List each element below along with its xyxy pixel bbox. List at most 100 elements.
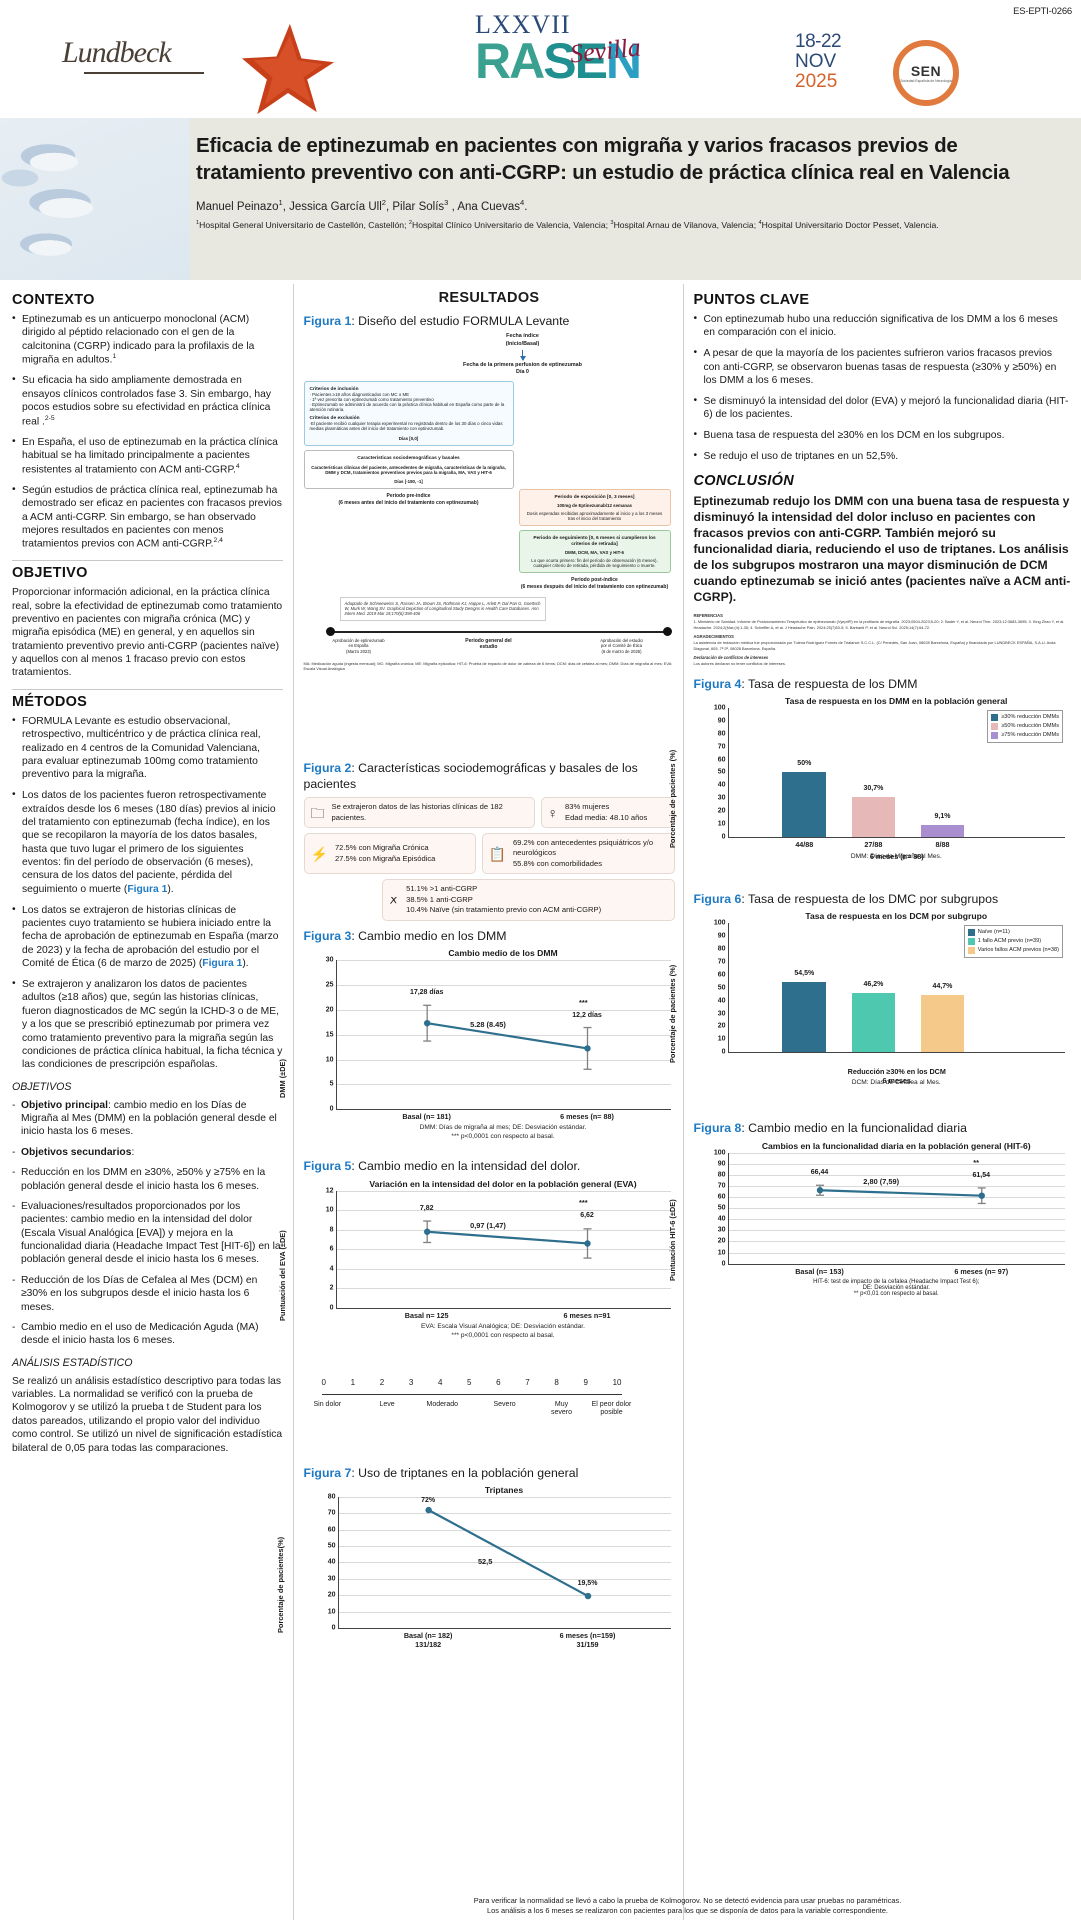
figura4-number: Figura 4: [693, 676, 742, 691]
y-axis-tick: 100: [713, 1149, 726, 1157]
bar: [782, 981, 827, 1053]
figura5-plot-area: 0 2 4 6 8 10 12 7,82 6,62 0,97 (1,47) *** Basal n= …: [326, 1187, 671, 1320]
scale-tick: 2: [379, 1377, 385, 1387]
figura8-caption-text: : Cambio medio en la funcionalidad diari…: [741, 1121, 967, 1136]
folder-search-icon: 🗀: [310, 804, 325, 821]
figura3-number: Figura 3: [303, 928, 352, 943]
section-heading-resultados: RESULTADOS: [438, 290, 540, 306]
figura7-chart: Triptanes Porcentaje de pacientes(%) 0 10…: [276, 1484, 675, 1675]
figura6-chart-title: Tasa de respuesta en los DCM por subgrup…: [805, 911, 988, 922]
y-axis-tick: 50: [327, 1542, 336, 1550]
author-list: Manuel Peinazo1, Jessica García Ull2, Pi…: [196, 198, 528, 213]
list-item: A pesar de que la mayoría de los pacient…: [694, 346, 1072, 387]
fig1-day-zero: Día 0: [516, 369, 529, 376]
list-item: Reducción en los DMM en ≥30%, ≥50% y ≥75…: [12, 1166, 283, 1193]
y-axis-tick: 0: [721, 833, 726, 841]
figura6-caption: Figura 6: Tasa de respuesta de los DMC p…: [694, 892, 1072, 907]
legend-item: Varios fallos ACM previos (n=38): [967, 946, 1059, 955]
fig1-timeline-end-dot: [662, 626, 672, 636]
significance-marker: ***: [579, 997, 588, 1007]
fig1-first-infusion: Fecha de la primera perfusion de eptinez…: [463, 361, 582, 368]
scale-tick: 1: [350, 1377, 356, 1387]
bar-value-label: 44,7%: [932, 982, 953, 990]
fig1-exclusion-list: ·El paciente recibió cualquier terapia e…: [310, 421, 508, 431]
y-axis-tick: 40: [717, 1215, 726, 1223]
section-heading-objetivo: OBJETIVO: [12, 565, 88, 582]
data-point-label: 61,54: [972, 1171, 991, 1179]
list-item: Se extrajeron y analizaron los datos de …: [12, 977, 283, 1072]
gridline: [338, 1496, 671, 1498]
gridline: [728, 1163, 1065, 1165]
legend-swatch: [991, 722, 999, 730]
footer-line-1: Para verificar la normalidad se llevó a …: [473, 1896, 902, 1906]
x-axis-tick: 6 meses (n= 88): [560, 1112, 614, 1122]
bar: [851, 797, 896, 837]
objetivos-list: Objetivo principal: cambio medio en los …: [12, 1099, 283, 1348]
fig2-migraine-list: 72.5% con Migraña Crónica 27.5% con Migra…: [335, 843, 435, 864]
figura7-chart-title: Triptanes: [484, 1484, 524, 1495]
gridline: [336, 1229, 671, 1231]
gridline: [338, 1578, 671, 1580]
y-axis-tick: 60: [717, 756, 726, 764]
y-axis-tick: 8: [329, 1226, 334, 1234]
fig2-female-card: ♀ 83% mujeres Edad media: 48.10 años: [540, 797, 675, 829]
figura4-chart: Tasa de respuesta en los DMM en la pobla…: [668, 695, 1071, 886]
y-axis-tick: 90: [717, 932, 726, 940]
legend-label: ≥75% reducción DMMs: [1001, 731, 1059, 738]
bar: [782, 772, 827, 837]
figura7-ylabel: Porcentaje de pacientes(%): [275, 1536, 285, 1633]
analisis-text: Se realizó un análisis estadístico descr…: [12, 1375, 283, 1454]
list-item: FORMULA Levante es estudio observacional…: [12, 714, 283, 782]
y-axis-tick: 0: [331, 1624, 336, 1632]
y-axis-tick: 10: [327, 1608, 336, 1616]
y-axis-tick: 70: [717, 958, 726, 966]
y-axis-tick: 70: [717, 743, 726, 751]
fig1-citation: Adaptado de Schneeweiss S, Rassen JA, Br…: [339, 596, 546, 621]
legend-label: 1 fallo ACM previo (n=39): [977, 938, 1042, 945]
scale-tick: 6: [496, 1377, 501, 1387]
figura5-caption: Figura 5: Cambio medio en la intensidad …: [304, 1159, 675, 1174]
figura6-plot-area: 0 10 20 30 40 50 60 70 80 90 100 54,5% 46,2% 44,7% Naï…: [714, 920, 1065, 1085]
y-axis-tick: 10: [717, 1249, 726, 1257]
figura1-caption-text: : Diseño del estudio FORMULA Levante: [351, 314, 570, 328]
y-axis-tick: 0: [329, 1304, 334, 1312]
poster-footer: Para verificar la normalidad se llevó a …: [300, 1896, 1075, 1916]
eva-pain-scale: 0 1 2 3 4 5 6 7 8 9 10 Sin dolor Leve Moderado Sev…: [313, 1377, 632, 1417]
bar: [851, 992, 896, 1053]
x-axis-label: 6 meses (n= 88): [869, 851, 924, 861]
section-heading-metodos: MÉTODOS: [12, 693, 88, 710]
congress-day-range: 18-22: [795, 31, 842, 52]
bar-value-label: 46,2%: [863, 980, 884, 988]
figura5-ylabel: Puntuación del EVA (±DE): [277, 1229, 287, 1321]
significance-marker: ***: [579, 1198, 588, 1208]
divider: [12, 688, 283, 690]
sen-full-name: Sociedad Española de Neurología: [900, 78, 952, 83]
gridline: [728, 1208, 1065, 1210]
list-item: 27.5% con Migraña Episódica: [334, 853, 436, 863]
legend-label: ≥30% reducción DMMs: [1001, 713, 1059, 720]
figura3-chart: Cambio medio de los DMM DMM (±DE) 0 5 10 15…: [278, 948, 675, 1154]
gridline: [338, 1562, 671, 1564]
gridline: [336, 1009, 671, 1011]
scale-tick: 9: [583, 1377, 588, 1387]
starfish-icon: [240, 20, 336, 116]
data-point-label: 7,82: [419, 1204, 434, 1212]
figura4-caption-text: : Tasa de respuesta de los DMM: [741, 676, 918, 691]
gridline: [728, 1241, 1065, 1243]
figura2-content: 🗀 Se extrajeron datos de las historias c…: [303, 797, 675, 921]
list-item: ·El paciente recibió cualquier terapia e…: [309, 420, 503, 431]
eva-scale-ticks: 0 1 2 3 4 5 6 7 8 9 10: [322, 1378, 622, 1387]
figura8-note: HIT-6: test de impacto de la cefalea (He…: [813, 1278, 980, 1297]
y-axis-tick: 20: [325, 1006, 334, 1014]
objetivo-text: Proporcionar información adicional, en l…: [12, 587, 283, 679]
disclosure-heading: Declaración de conflictos de intereses: [693, 655, 769, 661]
analisis-subheading: ANÁLISIS ESTADÍSTICO: [12, 1356, 133, 1369]
gridline: [336, 1084, 671, 1086]
y-axis-tick: 70: [717, 1182, 726, 1190]
fig1-timeline-line: [329, 630, 670, 633]
congress-month: NOV: [795, 50, 837, 72]
lundbeck-logo: Lundbeck: [62, 36, 232, 98]
y-axis-tick: 25: [325, 981, 334, 989]
references-block: REFERENCIAS 1. Ministerio de Sanidad. In…: [694, 613, 1072, 666]
data-point-label: 6,62: [580, 1212, 594, 1220]
